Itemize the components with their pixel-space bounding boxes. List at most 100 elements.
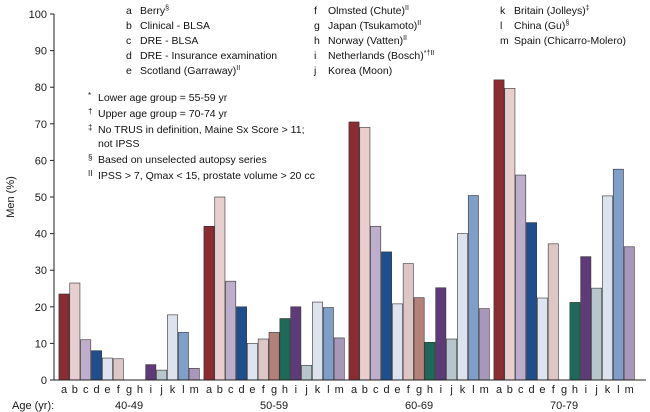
- bar-40-49-j: [156, 369, 168, 381]
- x-category-label: a: [351, 384, 358, 396]
- bar-60-69-h: [424, 342, 436, 381]
- bar-70-79-c: [515, 174, 527, 381]
- y-axis-ticks: 0 10 20 30 40 50 60 70 80 90 100: [29, 9, 54, 387]
- footnote-text: No TRUS in definition, Maine Sx Score > …: [98, 124, 305, 136]
- x-category-label: l: [182, 384, 184, 396]
- x-category-label: k: [460, 384, 466, 396]
- bar-40-49-k: [167, 314, 178, 381]
- bar-70-79-b: [504, 87, 516, 381]
- legend-footnote-mark: II: [403, 35, 407, 42]
- legend-name: Norway (Vatten): [328, 35, 404, 47]
- x-category-label: i: [585, 384, 587, 396]
- legend-col-2: f Olmsted (Chute)II g Japan (Tsukamoto)II h N…: [314, 4, 434, 79]
- bar-40-49-i: [145, 364, 157, 381]
- footnote-text: IPSS > 7, Qmax < 15, prostate volume > 2…: [98, 170, 315, 182]
- legend-key: f: [314, 5, 317, 17]
- footnote-line: ‡ No TRUS in definition, Maine Sx Score >…: [88, 121, 315, 137]
- bar-50-59-d: [236, 306, 247, 381]
- legend-key: d: [126, 50, 132, 62]
- x-category-label: b: [507, 384, 513, 396]
- x-category-label: f: [552, 384, 556, 396]
- x-category-label: e: [104, 384, 110, 396]
- footnote-line: § Based on unselected autopsy series: [88, 151, 315, 167]
- legend-item: m Spain (Chicarro-Molero): [500, 34, 626, 49]
- bar-60-69-m: [478, 308, 490, 381]
- bar-50-59-e: [247, 343, 258, 381]
- footnote-line: * Lower age group = 55-59 yr: [88, 89, 315, 105]
- legend-name: Clinical - BLSA: [140, 20, 211, 32]
- legend-key: j: [314, 65, 317, 77]
- legend-name: Scotland (Garraway): [140, 65, 237, 77]
- bar-50-59-m: [333, 337, 345, 381]
- y-tick-label: 90: [35, 46, 47, 58]
- bar-50-59-f: [257, 338, 269, 381]
- footnote-line: not IPSS: [88, 137, 315, 151]
- bar-50-59-l: [322, 307, 334, 381]
- y-tick-label: 0: [41, 375, 47, 387]
- bar-70-79-k: [602, 195, 613, 381]
- x-category-label: a: [61, 384, 68, 396]
- legend-key: i: [314, 50, 317, 62]
- x-category-label: a: [206, 384, 213, 396]
- legend-item: e Scotland (Garraway)II: [126, 64, 277, 79]
- bars: [58, 79, 635, 381]
- footnote-symbol: ‡: [88, 123, 93, 132]
- x-category-label: g: [416, 384, 422, 396]
- x-category-label: b: [362, 384, 368, 396]
- x-category-label: k: [170, 384, 176, 396]
- x-category-label: m: [625, 384, 634, 396]
- footnote-symbol: §: [88, 153, 93, 162]
- legend-name: China (Gu): [514, 20, 566, 32]
- legend-key: a: [126, 5, 132, 17]
- legend-footnote-mark: §: [565, 20, 570, 27]
- x-category-label: l: [327, 384, 329, 396]
- bar-60-69-e: [391, 303, 403, 381]
- footnote-symbol: II: [88, 169, 93, 178]
- bar-60-69-f: [402, 263, 414, 381]
- footnotes: * Lower age group = 55-59 yr † Upper age gr…: [88, 89, 315, 183]
- bar-70-79-d: [526, 222, 537, 381]
- x-category-label: m: [335, 384, 344, 396]
- bar-60-69-j: [446, 338, 458, 381]
- footnote-symbol: †: [88, 107, 93, 116]
- x-category-label: g: [561, 384, 567, 396]
- x-category-label: c: [228, 384, 234, 396]
- x-category-label: h: [572, 384, 578, 396]
- bar-70-79-h: [569, 302, 581, 381]
- x-category-label: m: [480, 384, 489, 396]
- bar-60-69-d: [381, 251, 392, 381]
- x-category-label: d: [383, 384, 389, 396]
- legend-key: k: [500, 5, 506, 17]
- y-tick-label: 30: [35, 265, 47, 277]
- x-category-label: d: [93, 384, 99, 396]
- y-axis-label: Men (%): [5, 176, 17, 218]
- x-category-label: c: [373, 384, 379, 396]
- legend-footnote-mark: ‡: [585, 5, 590, 12]
- bar-50-59-j: [301, 365, 313, 381]
- legend-name: Spain (Chicarro-Molero): [514, 35, 627, 47]
- footnote-line: † Upper age group = 70-74 yr: [88, 105, 315, 121]
- bar-70-79-e: [536, 297, 548, 381]
- x-category-label: h: [282, 384, 288, 396]
- legend-item: j Korea (Moon): [314, 64, 434, 79]
- legend-item: i Netherlands (Bosch)*†II: [314, 49, 434, 64]
- y-tick-label: 100: [29, 9, 47, 21]
- age-group-label: 40-49: [115, 400, 143, 412]
- legend-name: Netherlands (Bosch): [328, 50, 424, 62]
- legend-name: DRE - BLSA: [140, 35, 199, 47]
- x-category-label: j: [449, 384, 452, 396]
- x-category-label: l: [617, 384, 619, 396]
- bar-70-79-m: [623, 246, 635, 381]
- x-category-label: e: [539, 384, 545, 396]
- footnote-text: Based on unselected autopsy series: [98, 154, 267, 166]
- bar-60-69-g: [413, 297, 425, 381]
- bar-50-59-g: [268, 332, 280, 381]
- y-tick-label: 10: [35, 338, 47, 350]
- legend-key: m: [500, 35, 509, 47]
- legend-footnote-mark: II: [405, 5, 409, 12]
- y-tick-label: 80: [35, 82, 47, 94]
- x-category-label: g: [271, 384, 277, 396]
- x-category-label: b: [217, 384, 223, 396]
- x-category-label: f: [117, 384, 121, 396]
